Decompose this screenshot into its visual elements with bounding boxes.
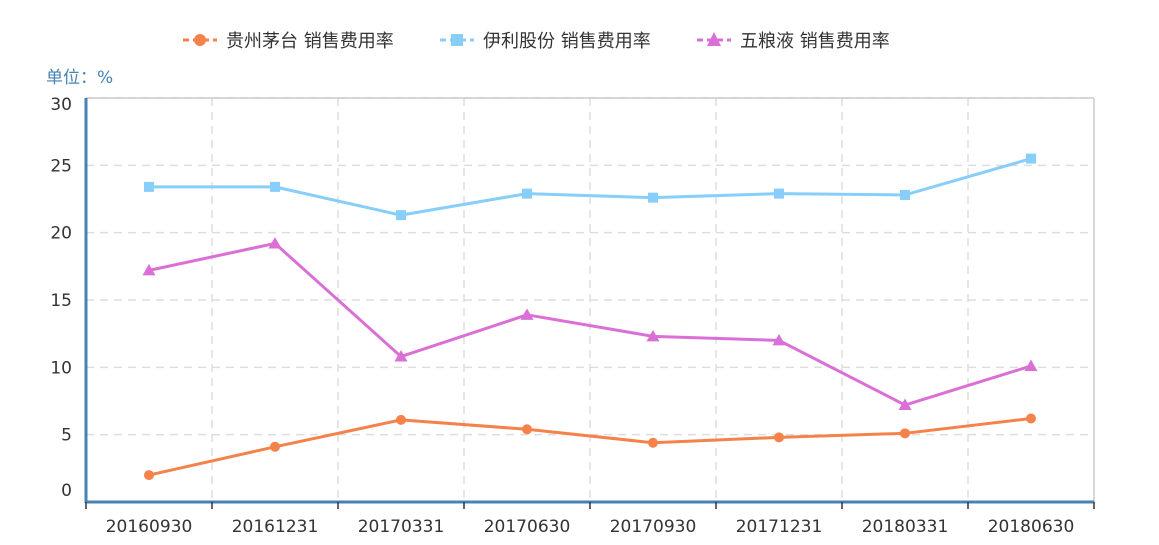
x-tick-label: 20161231	[232, 517, 319, 537]
data-point-yili[interactable]	[522, 188, 532, 199]
series-wuliangye	[142, 236, 1038, 411]
legend-item-maotai[interactable]: 贵州茅台 销售费用率	[183, 31, 394, 52]
legend-label-maotai: 贵州茅台 销售费用率	[226, 31, 394, 52]
data-point-wuliangye[interactable]	[898, 398, 912, 411]
data-point-yili[interactable]	[900, 189, 910, 200]
grid	[86, 97, 1095, 502]
series-layer	[142, 153, 1038, 481]
series-yili	[144, 153, 1036, 221]
series-line-yili	[149, 157, 1032, 217]
x-tick-label: 20160930	[106, 517, 193, 537]
x-tick-label: 20170630	[484, 517, 571, 537]
data-point-maotai[interactable]	[900, 428, 910, 439]
x-tick-label: 20170331	[358, 517, 445, 537]
data-point-yili[interactable]	[1026, 153, 1036, 164]
y-tick-label: 5	[61, 426, 72, 446]
data-point-yili[interactable]	[774, 188, 784, 199]
x-tick-label: 20180331	[862, 517, 949, 537]
data-point-maotai[interactable]	[144, 470, 154, 481]
y-tick-label: 30	[50, 95, 72, 115]
data-point-maotai[interactable]	[522, 424, 532, 435]
unit-label: 单位：%	[46, 68, 113, 88]
y-tick-label: 20	[50, 224, 72, 244]
data-point-yili[interactable]	[648, 192, 658, 203]
data-point-wuliangye[interactable]	[142, 263, 156, 276]
legend-label-wuliangye: 五粮液 销售费用率	[740, 31, 890, 52]
legend-item-yili[interactable]: 伊利股份 销售费用率	[440, 31, 651, 52]
x-tick-labels: 20160930 20161231 20170331 20170630 20170930…	[106, 517, 1075, 537]
x-tick-label: 20171231	[736, 517, 823, 537]
data-point-maotai[interactable]	[270, 441, 280, 452]
x-tick-label: 20170930	[610, 517, 697, 537]
data-point-yili[interactable]	[270, 181, 280, 192]
legend-item-wuliangye[interactable]: 五粮液 销售费用率	[697, 31, 890, 52]
data-point-wuliangye[interactable]	[772, 333, 786, 346]
y-tick-label: 15	[50, 291, 72, 311]
data-point-maotai[interactable]	[774, 432, 784, 443]
data-point-yili[interactable]	[396, 210, 406, 221]
series-line-maotai	[148, 417, 1032, 477]
y-tick-label: 0	[61, 481, 72, 501]
data-point-wuliangye[interactable]	[520, 308, 534, 320]
legend: 贵州茅台 销售费用率 伊利股份 销售费用率 五粮液 销售费用率	[183, 31, 890, 52]
series-line-wuliangye	[148, 241, 1032, 407]
series-maotai	[144, 413, 1036, 481]
data-point-maotai[interactable]	[1026, 413, 1036, 424]
x-tick-label: 20180630	[988, 517, 1075, 537]
y-tick-labels: 0 5 10 15 20 25 30	[50, 95, 72, 501]
y-tick-label: 25	[50, 156, 72, 176]
y-tick-label: 10	[50, 358, 72, 378]
data-point-maotai[interactable]	[396, 414, 406, 425]
data-point-maotai[interactable]	[648, 437, 658, 448]
data-point-wuliangye[interactable]	[268, 236, 282, 249]
data-point-wuliangye[interactable]	[394, 350, 408, 362]
data-point-yili[interactable]	[144, 181, 154, 192]
legend-label-yili: 伊利股份 销售费用率	[483, 31, 651, 52]
data-point-wuliangye[interactable]	[1024, 359, 1038, 371]
data-point-wuliangye[interactable]	[646, 329, 660, 342]
axes	[84, 98, 1095, 509]
